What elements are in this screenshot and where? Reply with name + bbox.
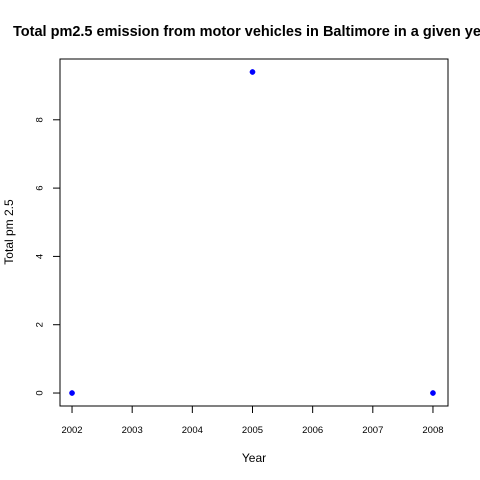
x-tick-label: 2003 (122, 425, 143, 436)
y-axis-label: Total pm 2.5 (2, 199, 16, 265)
data-points (69, 69, 436, 396)
x-tick-label: 2004 (182, 425, 203, 436)
data-point (69, 390, 75, 396)
y-tick-label: 2 (35, 322, 46, 327)
y-tick-label: 6 (35, 185, 46, 190)
y-tick-label: 8 (35, 117, 46, 122)
y-tick-label: 4 (35, 254, 46, 259)
data-point (249, 69, 256, 75)
x-tick-label: 2002 (61, 425, 82, 436)
x-tick-label: 2008 (422, 425, 443, 436)
plot-frame (59, 58, 449, 407)
y-tick-label: 0 (35, 390, 46, 395)
x-tick-label: 2007 (362, 425, 383, 436)
x-tick-label: 2005 (242, 425, 263, 436)
chart-title: Total pm2.5 emission from motor vehicles… (13, 24, 480, 40)
y-axis: 0 2 4 6 8 (35, 117, 61, 396)
x-axis: 2002 2003 2004 2005 2006 2007 2008 (61, 405, 444, 436)
x-tick-label: 2006 (302, 425, 323, 436)
x-axis-label: Year (242, 451, 266, 465)
data-point (430, 390, 436, 396)
